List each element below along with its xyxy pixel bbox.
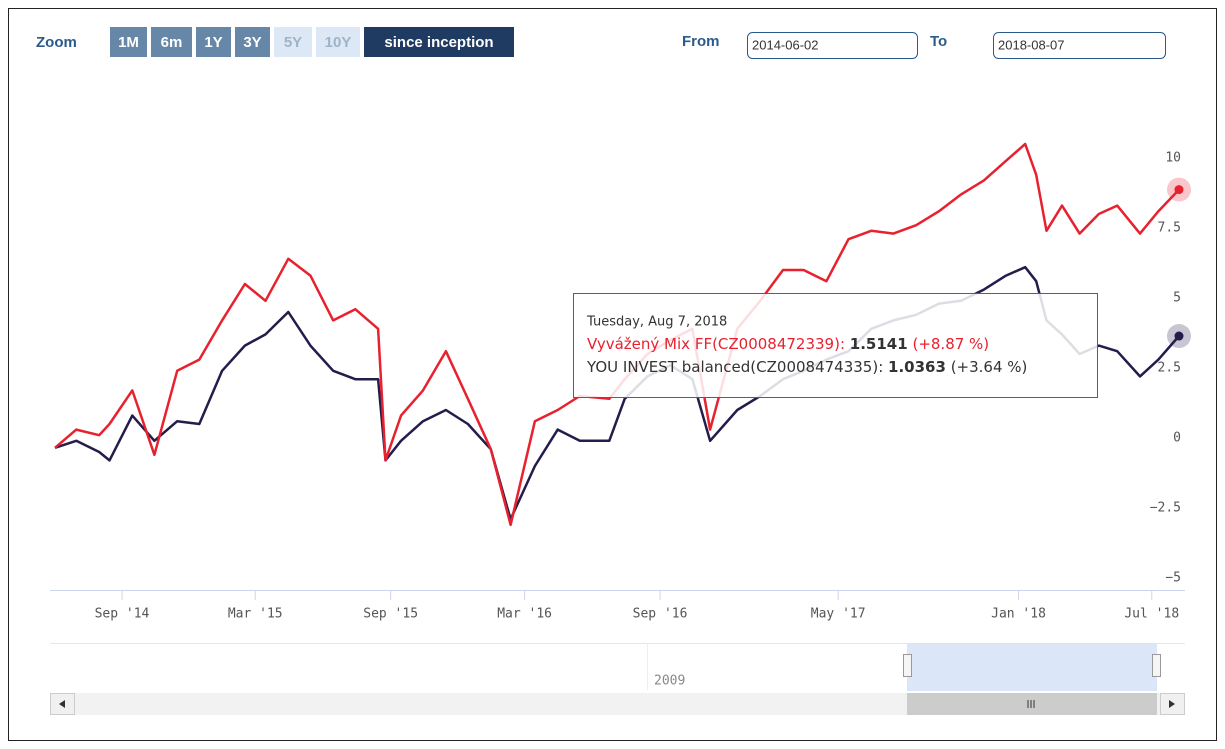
navigator-selection[interactable]: [907, 643, 1157, 691]
tooltip-price: 1.0363: [888, 358, 946, 376]
navigator-handle[interactable]: [903, 654, 912, 677]
hover-marker: [1174, 185, 1184, 195]
y-tick-label: 10: [1165, 150, 1181, 165]
zoom-button-label[interactable]: since inception: [384, 34, 493, 51]
zoom-button-label[interactable]: 5Y: [284, 34, 302, 51]
zoom-button[interactable]: [110, 27, 147, 57]
hover-marker: [1174, 331, 1184, 341]
zoom-button[interactable]: [235, 27, 270, 57]
zoom-button[interactable]: [151, 27, 192, 57]
scrollbar-grip: [1027, 700, 1035, 708]
y-tick-label: −5: [1165, 570, 1181, 585]
toolbar: Zoom From 2014-06-02 To 2018-08-07 1M 6m 1…: [36, 27, 1166, 59]
y-tick-label: −2.5: [1150, 500, 1181, 515]
zoom-button[interactable]: [364, 27, 514, 57]
y-tick-label: 5: [1173, 290, 1181, 305]
x-tick-label: Mar '16: [497, 607, 552, 622]
y-tick-label: 0: [1173, 430, 1181, 445]
tooltip-change: (+8.87 %): [912, 335, 989, 353]
tooltip-price: 1.5141: [850, 335, 908, 353]
arrow-left: [59, 700, 65, 708]
to-value[interactable]: 2018-08-07: [998, 37, 1065, 52]
zoom-button-label[interactable]: 6m: [161, 34, 183, 51]
scrollbar-track[interactable]: [50, 693, 1185, 715]
x-tick-label: May '17: [811, 607, 866, 622]
series-line: [54, 265, 1180, 521]
to-label: To: [930, 33, 947, 50]
tooltip-label: Vyvážený Mix FF(CZ0008472339):: [587, 335, 845, 353]
navigator: 2009: [50, 643, 1185, 715]
zoom-button[interactable]: [196, 27, 231, 57]
arrow-right: [1169, 700, 1175, 708]
y-tick-label: 7.5: [1158, 220, 1181, 235]
zoom-button-label[interactable]: 10Y: [325, 34, 352, 51]
from-value[interactable]: 2014-06-02: [752, 37, 819, 52]
x-tick-label: Jul '18: [1124, 607, 1179, 622]
tooltip-change: (+3.64 %): [951, 358, 1028, 376]
x-tick-label: Jan '18: [991, 607, 1046, 622]
tooltip-header: Tuesday, Aug 7, 2018: [586, 315, 727, 330]
zoom-button-label[interactable]: 3Y: [243, 34, 261, 51]
y-tick-label: 2.5: [1158, 360, 1181, 375]
x-tick-label: Sep '15: [363, 607, 418, 622]
zoom-button-label[interactable]: 1M: [118, 34, 139, 51]
zoom-button[interactable]: [274, 27, 312, 57]
tooltip: Tuesday, Aug 7, 2018 Vyvážený Mix FF(CZ0…: [573, 293, 1098, 398]
from-input[interactable]: [747, 32, 918, 59]
tooltip-row: Vyvážený Mix FF(CZ0008472339): 1.5141 (+…: [587, 335, 989, 353]
x-tick-label: Sep '14: [95, 607, 150, 622]
from-label: From: [682, 33, 720, 50]
navigator-label: 2009: [654, 674, 685, 689]
tooltip-label: YOU INVEST balanced(CZ0008474335):: [586, 358, 883, 376]
navigator-handle[interactable]: [1152, 654, 1161, 677]
zoom-button[interactable]: [316, 27, 360, 57]
zoom-button-label[interactable]: 1Y: [204, 34, 222, 51]
x-tick-label: Mar '15: [228, 607, 283, 622]
to-input[interactable]: [993, 32, 1166, 59]
tooltip-row: YOU INVEST balanced(CZ0008474335): 1.036…: [586, 358, 1027, 376]
scrollbar-thumb[interactable]: [907, 693, 1157, 715]
x-tick-label: Sep '16: [633, 607, 688, 622]
zoom-label: Zoom: [36, 34, 77, 51]
tooltip-box: [573, 293, 1098, 398]
